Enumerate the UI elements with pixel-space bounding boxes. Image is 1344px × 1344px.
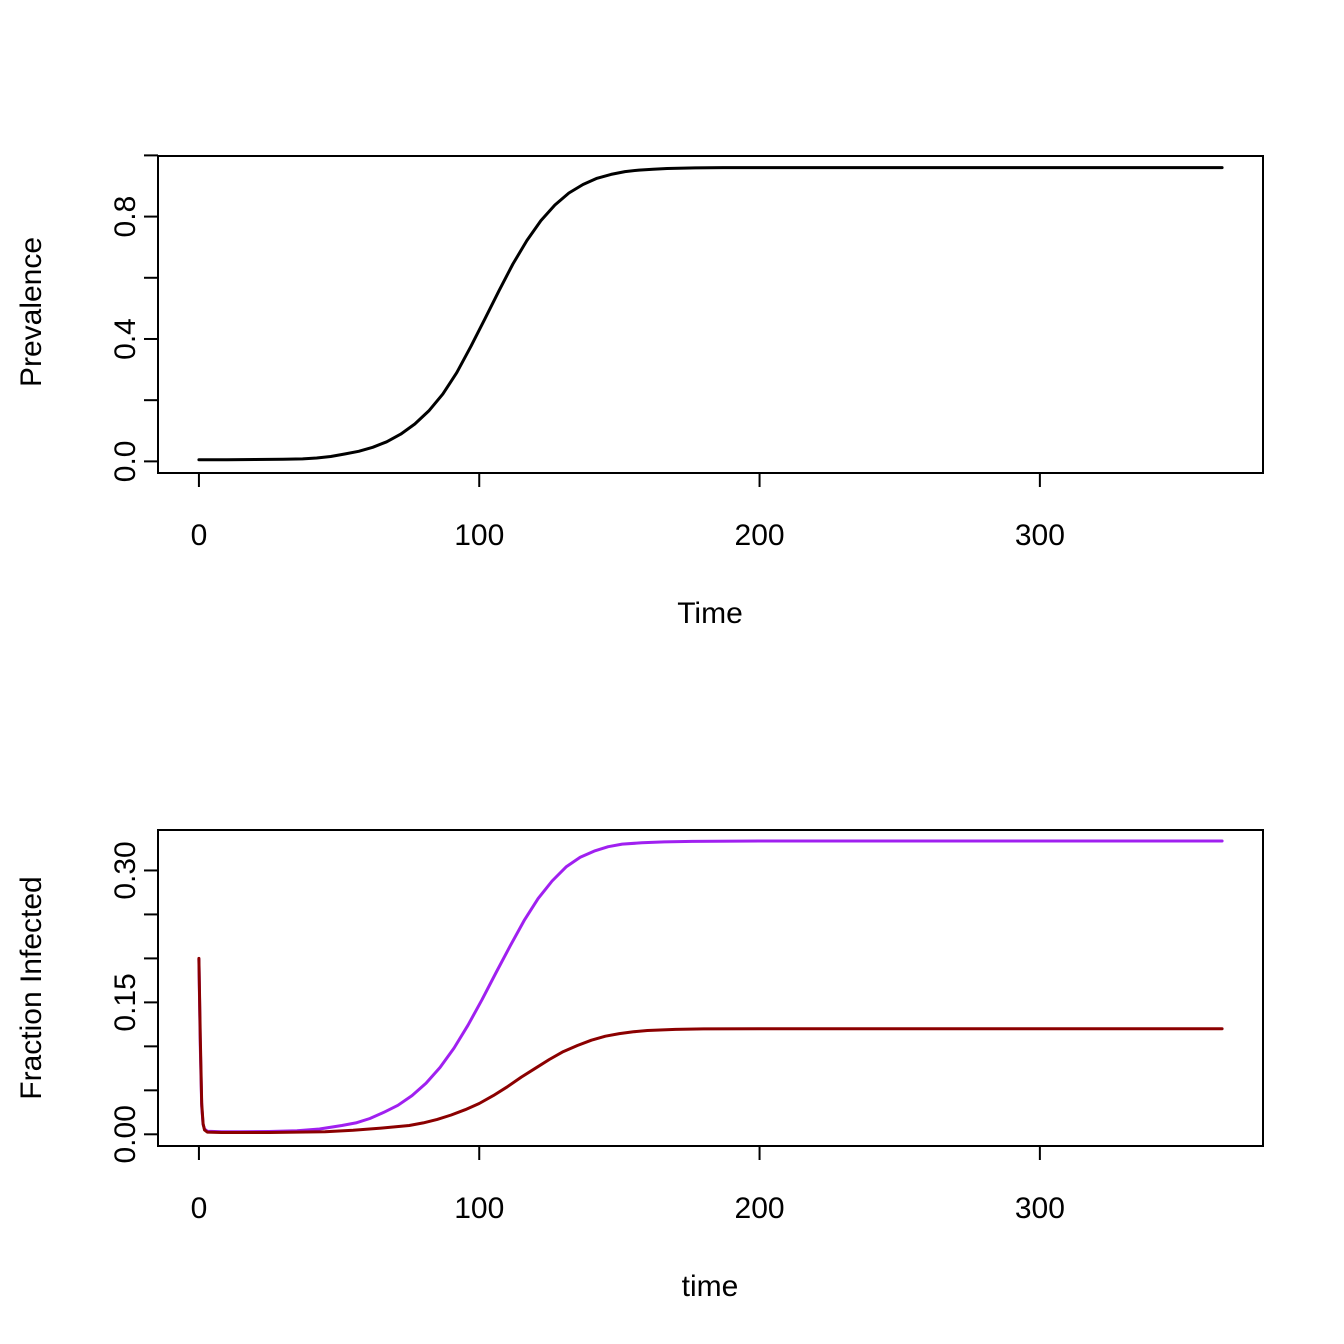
fraction-infected-darkred-curve [197,956,1224,1134]
y-tick-label: 0.00 [109,1105,142,1163]
fraction-infected-plot-box [157,829,1264,1147]
x-tick-label: 0 [191,1192,208,1225]
y-tick-label: 0.8 [109,196,142,238]
x-tick-label: 300 [1015,1192,1065,1225]
y-tick-label: 0.0 [109,441,142,483]
y-tick-label: 0.30 [109,841,142,899]
x-tick-label: 100 [454,1192,504,1225]
y-tick-label: 0.15 [109,973,142,1031]
y-tick-label: 0.4 [109,318,142,360]
fraction-infected-plot: 0 100 200 300 0.00 0.15 0.30 [109,829,1264,1225]
x-tick-label: 200 [735,1192,785,1225]
x-tick-label: 200 [735,519,785,552]
prevalence-plot-box [157,155,1264,474]
prevalence-curve [197,166,1224,462]
top-y-axis-title: Prevalence [15,236,48,388]
fraction-infected-purple-curve [197,839,1224,1134]
prevalence-plot: 0 100 200 300 0.0 0.4 0.8 [109,154,1264,552]
top-x-axis-title: Time [677,597,743,630]
bottom-y-axis-title: Fraction Infected [15,876,48,1100]
x-tick-label: 300 [1015,519,1065,552]
bottom-x-axis-title: time [681,1270,739,1303]
x-tick-label: 0 [191,519,208,552]
x-tick-label: 100 [454,519,504,552]
